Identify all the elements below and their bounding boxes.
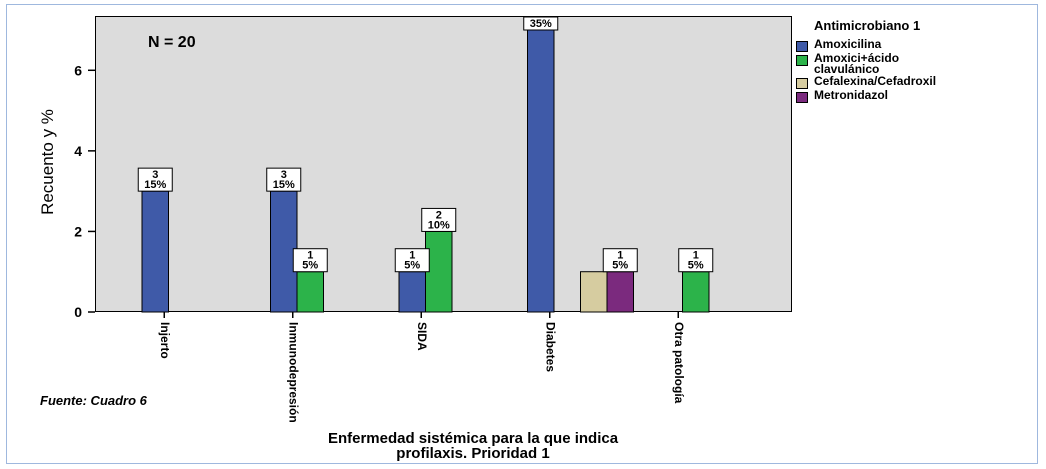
- x-axis-label: Enfermedad sistémica para la que indica …: [193, 431, 753, 461]
- bar-amoxici-acido-clavulanico-otra-patologia: [682, 271, 710, 313]
- bar-amoxici-acido-clavulanico-inmunodepresion: [296, 271, 324, 313]
- data-label: 5%: [612, 260, 628, 272]
- data-label: 3: [281, 169, 287, 181]
- data-label: 10%: [428, 219, 450, 231]
- data-label: 2: [436, 209, 442, 221]
- legend-swatch: [796, 55, 808, 66]
- data-label-box: [266, 167, 302, 192]
- bar-amoxicilina-diabetes: [527, 29, 555, 313]
- legend-swatch: [796, 41, 808, 52]
- x-axis-label-line-1: Enfermedad sistémica para la que indica: [327, 430, 619, 447]
- data-label: 35%: [530, 18, 552, 30]
- data-label: 5%: [302, 260, 318, 272]
- y-tick-label: 6: [74, 62, 82, 78]
- legend-item-cefalexina-cefadroxil: Cefalexina/Cefadroxil: [796, 74, 1036, 89]
- y-tick-label: 0: [74, 304, 82, 320]
- data-label: 1: [617, 250, 623, 262]
- legend-swatch: [796, 92, 808, 103]
- data-label-box: [421, 207, 457, 232]
- y-tick-label: 4: [74, 143, 82, 159]
- x-tick-label-sida: SIDA: [415, 322, 429, 351]
- legend-item-metronidazol: Metronidazol: [796, 88, 1036, 103]
- data-label-box: [602, 248, 638, 273]
- bar-cefalexina-cefadroxil-diabetes: [580, 271, 608, 313]
- x-axis-label-line-2: profilaxis. Prioridad 1: [396, 445, 550, 462]
- x-tick-label-diabetes: Diabetes: [544, 322, 558, 372]
- sample-size-annotation: N = 20: [148, 34, 196, 51]
- data-label: 5%: [404, 260, 420, 272]
- data-label: 5%: [688, 260, 704, 272]
- data-label-box: [678, 248, 714, 273]
- bar-amoxicilina-injerto: [141, 190, 169, 313]
- bar-metronidazol-diabetes: [606, 271, 634, 313]
- y-tick-label: 2: [74, 223, 82, 239]
- data-label: 1: [693, 250, 699, 262]
- legend-item-amoxicilina: Amoxicilina: [796, 37, 1036, 52]
- data-label: 1: [409, 250, 415, 262]
- data-label-box: [292, 248, 328, 273]
- data-label-box: [394, 248, 430, 273]
- legend: Antimicrobiano 1 Amoxicilina Amoxici+ácid…: [796, 16, 1036, 104]
- legend-label: Amoxicilina: [814, 37, 882, 51]
- source-note: Fuente: Cuadro 6: [40, 393, 147, 408]
- data-label-box: [137, 167, 173, 192]
- legend-label: Amoxici+ácido clavulánico: [814, 51, 900, 76]
- x-tick-label-otra-patologia: Otra patología: [672, 322, 686, 404]
- legend-title: Antimicrobiano 1: [814, 18, 921, 33]
- legend-swatch: [796, 78, 808, 89]
- data-label: 15%: [273, 179, 295, 191]
- legend-items: Amoxicilina Amoxici+ácido clavulánico Cefal…: [796, 37, 1036, 103]
- y-axis-label: Recuento y %: [38, 109, 57, 215]
- data-label-box: [523, 16, 559, 31]
- x-tick-label-injerto: Injerto: [158, 322, 172, 359]
- bar-amoxicilina-inmunodepresion: [270, 190, 298, 313]
- bar-amoxicilina-sida: [398, 271, 426, 313]
- data-label: 1: [307, 250, 313, 262]
- data-label: 3: [152, 169, 158, 181]
- legend-label: Metronidazol: [814, 88, 888, 102]
- legend-item-amoxici-acido-clavulanico: Amoxici+ácido clavulánico: [796, 51, 1036, 76]
- chart-frame: [6, 4, 1038, 464]
- data-label: 15%: [144, 179, 166, 191]
- legend-label: Cefalexina/Cefadroxil: [814, 74, 937, 88]
- x-tick-label-inmunodepresion: Inmunodepresión: [287, 322, 301, 423]
- bar-amoxici-acido-clavulanico-sida: [425, 230, 453, 313]
